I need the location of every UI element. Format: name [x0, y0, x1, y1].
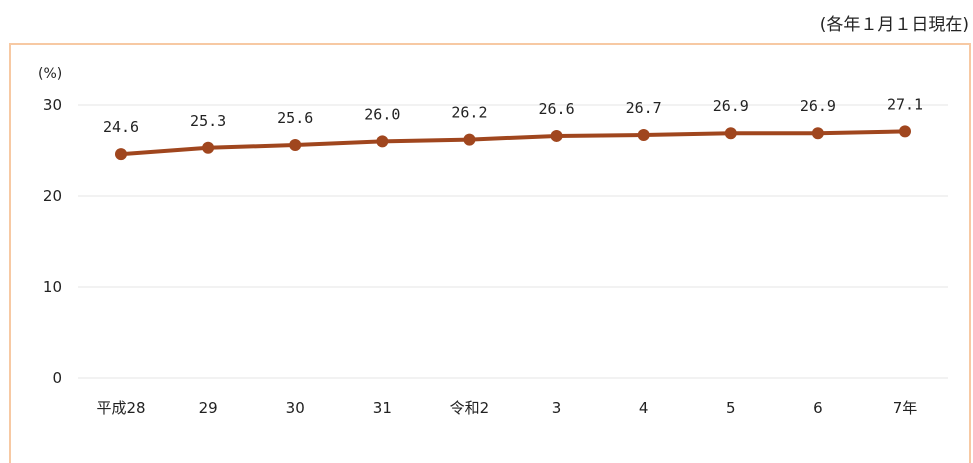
x-tick-label: 29 — [199, 399, 218, 417]
data-point — [376, 135, 389, 148]
data-label: 25.3 — [190, 112, 226, 130]
series-line — [119, 129, 907, 157]
date-note: (各年１月１日現在) — [819, 15, 969, 35]
y-tick-label: 10 — [43, 278, 62, 296]
data-point — [115, 148, 127, 161]
x-tick-label: 4 — [639, 399, 649, 417]
data-point — [637, 129, 650, 142]
x-tick-label: 令和2 — [450, 399, 490, 417]
data-label: 26.2 — [451, 104, 487, 122]
data-point — [899, 125, 911, 138]
x-tick-label: 7年 — [893, 399, 918, 417]
data-point — [811, 127, 824, 140]
data-label: 27.1 — [887, 95, 923, 113]
y-tick-label: 0 — [52, 369, 62, 387]
data-point — [289, 139, 302, 152]
data-label: 26.0 — [364, 105, 400, 123]
y-tick-label: 20 — [43, 187, 62, 205]
x-tick-label: 31 — [373, 399, 392, 417]
x-tick-label: 平成28 — [96, 399, 145, 417]
x-tick-label: 3 — [552, 399, 562, 417]
data-label: 26.7 — [626, 99, 662, 117]
data-label: 26.9 — [713, 97, 749, 115]
x-tick-label: 5 — [726, 399, 736, 417]
y-tick-label: 30 — [43, 96, 62, 114]
y-unit-label: (%) — [38, 66, 62, 82]
data-point — [724, 127, 737, 140]
x-tick-label: 30 — [286, 399, 305, 417]
data-label: 26.9 — [800, 97, 836, 115]
chart-frame — [9, 43, 971, 463]
data-point — [202, 141, 215, 154]
data-label: 24.6 — [103, 118, 139, 136]
data-point — [550, 129, 563, 142]
data-point — [463, 133, 476, 146]
data-label: 25.6 — [277, 109, 313, 127]
x-tick-label: 6 — [813, 399, 823, 417]
data-label: 26.6 — [538, 100, 574, 118]
